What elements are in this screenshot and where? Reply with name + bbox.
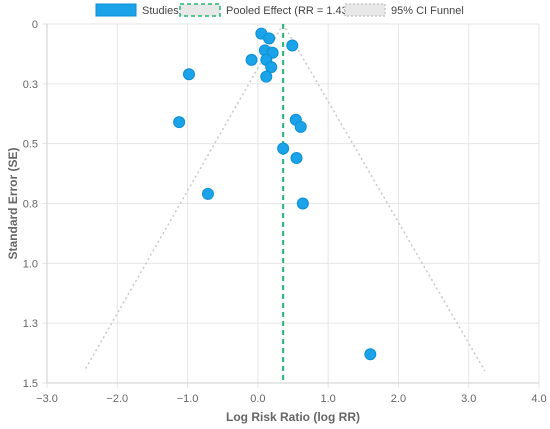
study-point: [260, 70, 273, 83]
y-tick-label: 1.3: [23, 318, 38, 330]
x-axis-title: Log Risk Ratio (log RR): [226, 410, 360, 424]
x-tick-label: −2.0: [106, 393, 128, 405]
y-axis-title: Standard Error (SE): [6, 147, 20, 259]
study-point: [263, 32, 276, 45]
study-point: [294, 120, 307, 133]
x-tick-label: 4.0: [531, 393, 546, 405]
y-tick-label: 0.8: [23, 199, 38, 211]
study-point: [290, 152, 303, 165]
y-tick-label: 0.5: [23, 139, 38, 151]
study-point: [265, 61, 278, 74]
x-tick-label: 1.0: [320, 393, 335, 405]
legend-label: Pooled Effect (RR = 1.43): [226, 5, 351, 17]
study-point: [245, 53, 258, 66]
study-point: [296, 197, 309, 210]
x-tick-label: 0.0: [250, 393, 265, 405]
legend-swatch: [344, 3, 386, 17]
study-point: [286, 39, 299, 52]
x-tick-label: 2.0: [391, 393, 406, 405]
study-point: [364, 348, 377, 361]
study-point: [277, 142, 290, 155]
study-points: [173, 27, 377, 361]
grid: [42, 23, 540, 388]
study-point: [173, 116, 186, 129]
y-tick-label: 1.5: [23, 378, 38, 390]
x-tick-label: −3.0: [36, 393, 58, 405]
study-point: [201, 187, 214, 200]
x-tick-label: −1.0: [177, 393, 199, 405]
funnel-left-boundary: [83, 23, 284, 372]
ci-funnel: [83, 23, 486, 372]
legend-label: 95% CI Funnel: [391, 5, 464, 17]
y-tick-label: 0.3: [23, 79, 38, 91]
x-tick-label: 3.0: [461, 393, 476, 405]
legend-swatch: [179, 3, 221, 17]
y-tick-label: 0: [32, 19, 38, 31]
legend-swatch: [95, 3, 137, 17]
axes: −3.0 −2.0 −1.0 0.0 1.0 2.0 3.0 4.0 0 0.3 0.5 0.8 1.0…: [23, 19, 547, 405]
y-tick-label: 1.0: [23, 258, 38, 270]
legend-label: Studies: [142, 5, 179, 17]
legend: Studies Pooled Effect (RR = 1.43) 95% CI F…: [95, 3, 464, 17]
study-point: [182, 68, 195, 81]
funnel-right-boundary: [282, 23, 486, 372]
